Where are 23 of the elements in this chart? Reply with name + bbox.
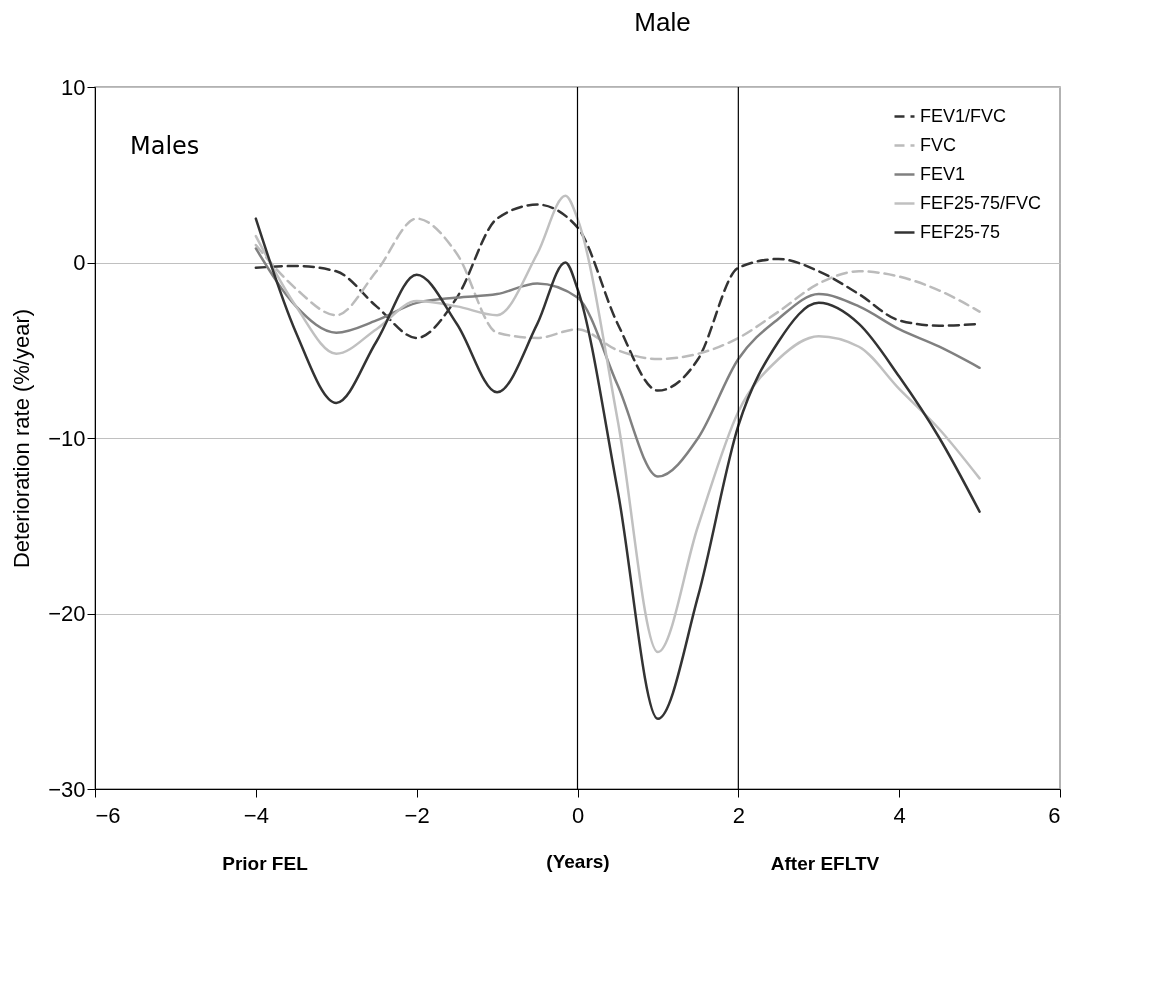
y-tick-label: −20 <box>48 601 86 626</box>
y-axis-title: Deterioration rate (%/year) <box>9 308 35 569</box>
legend-label: FEF25-75/FVC <box>920 192 1042 213</box>
legend-label: FEF25-75 <box>920 221 1001 242</box>
x-tick-label: 6 <box>1048 802 1061 828</box>
chart-title: Male <box>634 7 691 37</box>
legend-label: FEV1/FVC <box>920 105 1007 126</box>
x-axis-title: (Years) <box>546 850 610 872</box>
x-tick-label: 0 <box>571 802 585 828</box>
annotation: Males <box>130 132 200 160</box>
text: After EFLTV <box>770 853 880 874</box>
text: Prior FEL <box>222 853 309 874</box>
legend-label: FVC <box>920 134 956 155</box>
x-tick-label: −6 <box>95 802 121 828</box>
y-tick-label: −10 <box>48 425 86 451</box>
x-tick-label: −4 <box>243 802 269 828</box>
x-tick-label: 2 <box>732 802 745 828</box>
x-tick-label: 4 <box>893 802 906 828</box>
y-tick-label: 10 <box>61 74 86 100</box>
y-tick-label: 0 <box>73 250 86 275</box>
y-tick-label: −30 <box>48 776 86 802</box>
legend-label: FEV1 <box>920 163 966 184</box>
x-tick-label: −2 <box>404 802 430 828</box>
